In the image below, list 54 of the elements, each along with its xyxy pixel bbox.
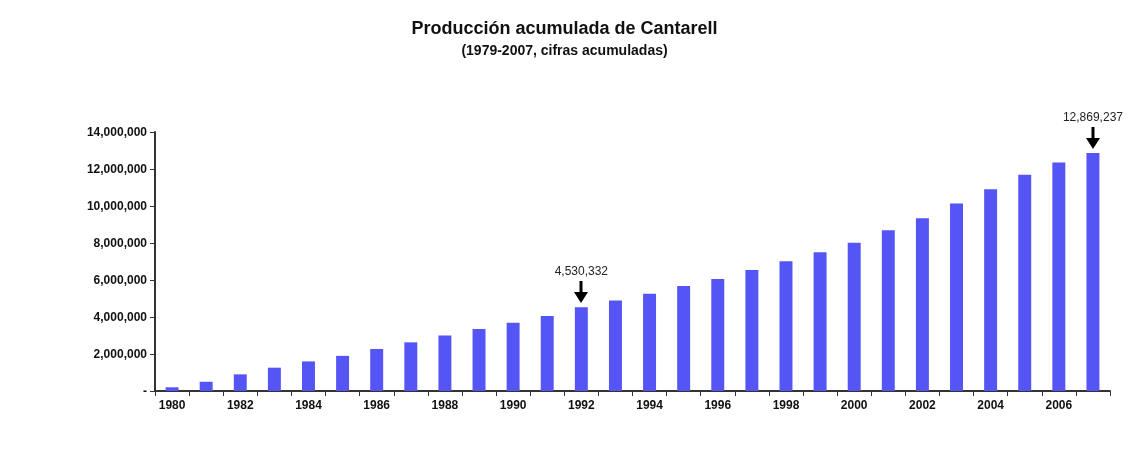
y-tick-label: 14,000,000 bbox=[86, 125, 148, 139]
bar bbox=[643, 293, 657, 391]
x-tick-label: 1994 bbox=[636, 398, 664, 412]
bar bbox=[233, 374, 247, 391]
bar bbox=[813, 252, 827, 391]
bar bbox=[608, 300, 622, 391]
bar bbox=[336, 355, 350, 391]
bar bbox=[540, 316, 554, 391]
bar bbox=[370, 349, 384, 391]
y-tick-label: - bbox=[143, 384, 147, 398]
data-label: 4,530,332 bbox=[554, 264, 609, 279]
bar bbox=[915, 218, 929, 391]
chart-subtitle: (1979-2007, cifras acumuladas) bbox=[461, 42, 668, 58]
x-tick-label: 1996 bbox=[704, 398, 732, 412]
bar bbox=[881, 230, 895, 391]
x-tick-label: 1980 bbox=[158, 398, 186, 412]
data-label: 12,869,237 bbox=[1062, 109, 1124, 124]
x-tick-label: 1990 bbox=[499, 398, 527, 412]
bar bbox=[199, 381, 213, 391]
y-tick-label: 2,000,000 bbox=[93, 347, 148, 361]
bar bbox=[779, 261, 793, 391]
chart-title: Producción acumulada de Cantarell bbox=[411, 18, 718, 38]
y-tick-label: 12,000,000 bbox=[86, 162, 148, 176]
x-tick-label: 1986 bbox=[363, 398, 391, 412]
x-tick-label: 2006 bbox=[1045, 398, 1073, 412]
bar bbox=[438, 335, 452, 391]
x-tick-label: 1988 bbox=[431, 398, 459, 412]
bar bbox=[1052, 162, 1066, 391]
bar bbox=[472, 329, 486, 391]
bar bbox=[267, 367, 281, 391]
y-tick-label: 4,000,000 bbox=[93, 310, 148, 324]
bar bbox=[950, 203, 963, 391]
x-tick-label: 1992 bbox=[567, 398, 596, 412]
x-tick-label: 1998 bbox=[772, 398, 800, 412]
bar bbox=[711, 279, 725, 391]
bar bbox=[404, 342, 418, 391]
y-tick-label: 8,000,000 bbox=[93, 236, 148, 250]
bar bbox=[574, 307, 588, 391]
bar bbox=[745, 270, 759, 391]
x-tick-label: 2002 bbox=[909, 398, 937, 412]
bar bbox=[984, 189, 998, 391]
x-tick-label: 1982 bbox=[226, 398, 254, 412]
y-tick-label: 6,000,000 bbox=[93, 273, 148, 287]
bar bbox=[1086, 152, 1100, 391]
bar bbox=[506, 322, 520, 391]
x-tick-label: 2004 bbox=[977, 398, 1005, 412]
bar bbox=[677, 285, 691, 391]
bar bbox=[847, 242, 861, 391]
x-tick-label: 1984 bbox=[295, 398, 323, 412]
bar bbox=[302, 361, 315, 391]
x-tick-label: 2000 bbox=[840, 398, 868, 412]
bar bbox=[165, 387, 179, 391]
bar bbox=[1018, 174, 1032, 391]
y-tick-label: 10,000,000 bbox=[86, 199, 148, 213]
